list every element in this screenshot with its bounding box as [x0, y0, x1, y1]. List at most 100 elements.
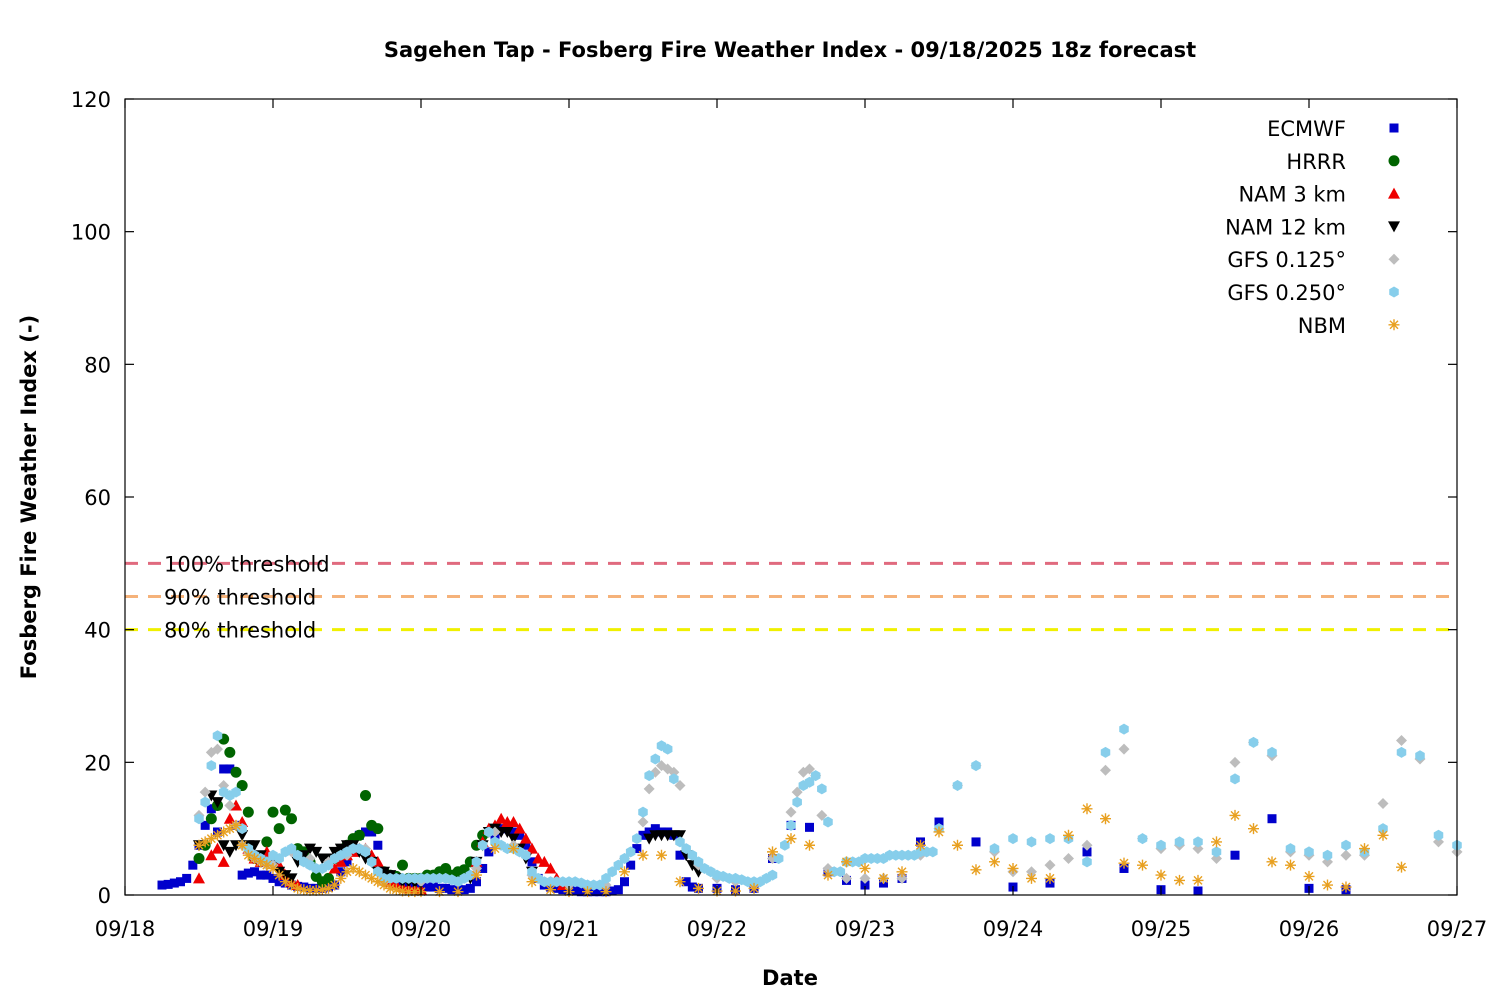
- axes: 0 20 40 60 80 100 120 09/18 09/19 09/20 09/21 09/22…: [71, 88, 1487, 941]
- data-point: [242, 806, 254, 818]
- data-point: [792, 796, 802, 808]
- data-point: [217, 855, 230, 867]
- threshold-label: 90% threshold: [164, 586, 316, 610]
- data-point: [1026, 836, 1037, 848]
- data-point: [619, 853, 630, 865]
- data-point: [397, 885, 408, 897]
- data-point: [242, 849, 254, 861]
- legend-marker: [1389, 286, 1399, 298]
- data-point: [268, 873, 278, 883]
- legend-label: NBM: [1298, 314, 1346, 338]
- data-point: [224, 746, 236, 758]
- data-point: [687, 882, 697, 892]
- data-point: [1285, 859, 1296, 871]
- y-axis-title: Fosberg Fire Weather Index (-): [17, 315, 41, 679]
- data-point: [224, 799, 236, 811]
- data-point: [1396, 746, 1407, 758]
- y-tick-label: 80: [84, 353, 111, 377]
- data-point: [1285, 843, 1296, 855]
- data-point: [336, 867, 346, 877]
- data-point: [384, 882, 396, 894]
- data-point: [513, 822, 526, 834]
- data-point: [589, 887, 599, 897]
- data-point: [205, 813, 217, 825]
- data-point: [1396, 861, 1407, 873]
- data-point: [519, 832, 532, 844]
- data-point: [1081, 803, 1093, 815]
- data-point: [1229, 756, 1241, 768]
- data-markers: [157, 723, 1463, 898]
- data-point: [378, 879, 390, 891]
- data-point: [860, 880, 870, 890]
- threshold-label: 100% threshold: [164, 552, 330, 576]
- data-point: [896, 866, 908, 878]
- data-point: [230, 819, 242, 831]
- x-axis-title: Date: [762, 966, 818, 990]
- data-point: [292, 849, 303, 861]
- data-point: [507, 833, 520, 845]
- data-point: [1118, 857, 1130, 869]
- data-point: [650, 824, 660, 834]
- data-point: [509, 827, 518, 837]
- legend-label: ECMWF: [1267, 117, 1346, 141]
- data-point: [1266, 856, 1278, 868]
- data-point: [501, 826, 514, 838]
- data-point: [236, 780, 248, 792]
- data-point: [521, 849, 531, 861]
- data-point: [286, 843, 297, 855]
- data-point: [477, 839, 488, 851]
- data-point: [644, 827, 654, 837]
- data-point: [373, 840, 383, 850]
- data-point: [1044, 859, 1056, 871]
- data-point: [644, 770, 654, 782]
- data-point: [816, 809, 828, 821]
- data-point: [248, 840, 261, 852]
- data-point: [1304, 846, 1314, 858]
- data-point: [785, 806, 797, 818]
- data-point: [211, 797, 224, 809]
- legend-marker: [1388, 187, 1400, 199]
- data-point: [205, 849, 218, 861]
- x-tick-label: 09/26: [1279, 917, 1340, 941]
- x-tick-label: 09/21: [539, 917, 600, 941]
- data-point: [243, 868, 253, 878]
- data-point: [304, 843, 316, 855]
- data-point: [422, 882, 432, 892]
- data-point: [545, 884, 556, 896]
- legend-marker: [1388, 155, 1400, 167]
- data-point: [662, 743, 673, 755]
- chart-title: Sagehen Tap - Fosberg Fire Weather Index…: [384, 38, 1196, 62]
- data-point: [552, 883, 562, 893]
- data-point: [409, 886, 421, 898]
- data-point: [786, 819, 796, 831]
- data-point: [267, 806, 279, 818]
- data-point: [632, 833, 642, 845]
- data-point: [1100, 813, 1111, 825]
- data-point: [372, 876, 384, 888]
- data-point: [637, 849, 649, 861]
- data-point: [1007, 862, 1019, 874]
- data-point: [366, 856, 377, 868]
- data-point: [544, 862, 557, 874]
- data-point: [595, 887, 605, 897]
- data-point: [310, 846, 323, 858]
- data-point: [915, 839, 926, 851]
- data-point: [366, 872, 378, 884]
- data-point: [217, 840, 230, 852]
- data-point: [515, 830, 525, 840]
- legend-marker: [1388, 221, 1400, 233]
- data-point: [822, 869, 834, 881]
- data-point: [971, 837, 981, 847]
- data-point: [538, 855, 551, 867]
- data-point: [484, 847, 494, 857]
- data-point: [1026, 866, 1037, 878]
- data-point: [279, 804, 291, 816]
- data-point: [638, 806, 648, 818]
- data-point: [804, 776, 815, 788]
- data-point: [403, 886, 415, 898]
- data-point: [342, 857, 352, 867]
- data-point: [1026, 872, 1037, 884]
- data-point: [730, 885, 741, 897]
- data-point: [613, 885, 623, 895]
